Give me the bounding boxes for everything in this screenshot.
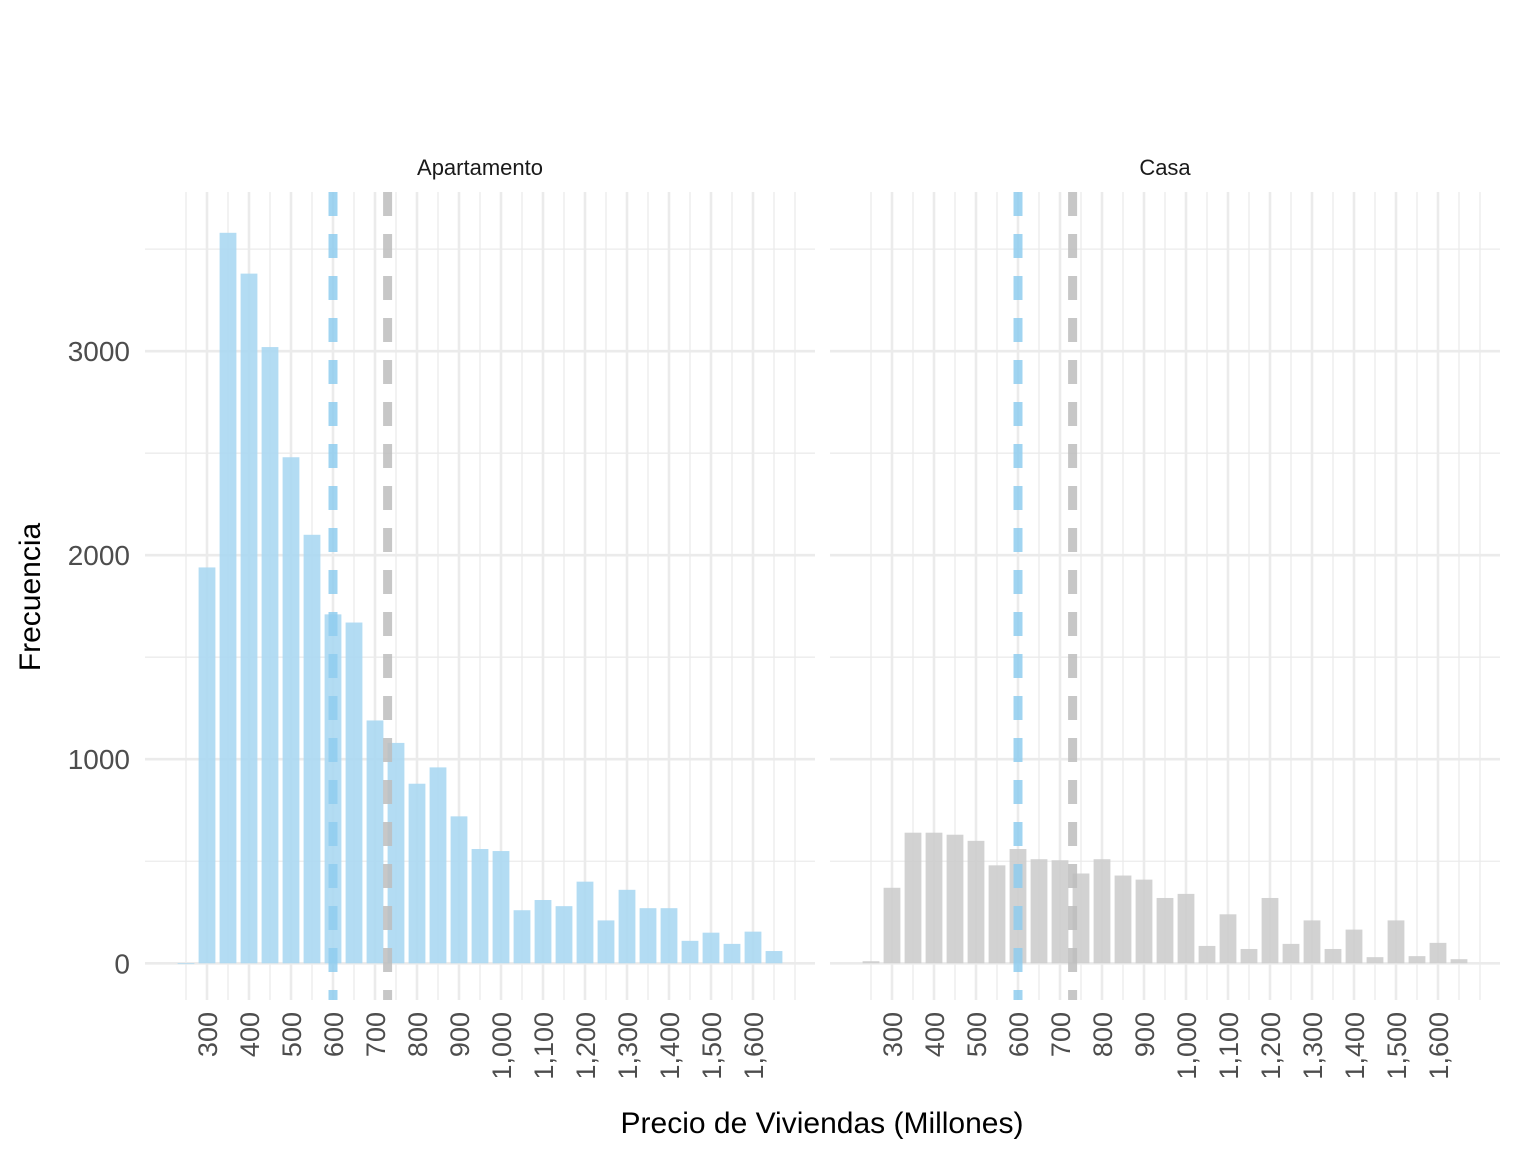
bar [303, 534, 321, 964]
facet-label: Apartamento [417, 155, 543, 180]
x-tick-label: 1,600 [1424, 1012, 1454, 1080]
bar [681, 940, 699, 964]
x-tick-label: 600 [319, 1012, 349, 1057]
bar [1324, 948, 1342, 964]
bar [639, 908, 657, 964]
x-tick-label: 800 [1088, 1012, 1118, 1057]
x-tick-label: 1,500 [1382, 1012, 1412, 1080]
x-tick-label: 600 [1004, 1012, 1034, 1057]
y-axis-title: Frecuencia [14, 522, 47, 671]
x-tick-label: 1,400 [655, 1012, 685, 1080]
bar [471, 849, 489, 964]
bar [240, 273, 258, 964]
bar [925, 832, 943, 964]
x-axis-title: Precio de Viviendas (Millones) [621, 1107, 1024, 1140]
facet-label: Casa [1139, 155, 1191, 180]
x-tick-label: 700 [361, 1012, 391, 1057]
bar [618, 889, 636, 964]
bar [967, 840, 985, 964]
bar [1198, 945, 1216, 964]
bar [513, 910, 531, 964]
bar [1156, 897, 1174, 964]
bar [1408, 956, 1426, 964]
x-tick-label: 1,100 [1214, 1012, 1244, 1080]
x-tick-label: 500 [962, 1012, 992, 1057]
x-tick-label: 1,100 [529, 1012, 559, 1080]
bar [1303, 920, 1321, 964]
bar [597, 920, 615, 964]
bar [219, 232, 237, 964]
bar [1387, 920, 1405, 964]
x-tick-label: 1,000 [1172, 1012, 1202, 1080]
bar [1114, 875, 1132, 964]
x-tick-label: 1,200 [1256, 1012, 1286, 1080]
facet-panels: Apartamento 300 400 500 600 700 800 900 1,000 1,1… [145, 155, 1500, 1080]
bar [765, 951, 783, 964]
bar [1072, 873, 1090, 964]
bar [450, 816, 468, 964]
x-tick-label: 700 [1046, 1012, 1076, 1057]
bar [282, 457, 300, 964]
bar [1429, 942, 1447, 964]
panel-apartamento: Apartamento 300 400 500 600 700 800 900 1,000 1,1… [145, 155, 815, 1080]
y-tick-label: 1000 [68, 744, 130, 775]
bar [555, 906, 573, 964]
x-tick-label: 500 [277, 1012, 307, 1057]
bar [261, 347, 279, 964]
bar [408, 783, 426, 964]
bar [1135, 879, 1153, 964]
bar [1261, 897, 1279, 964]
panel-casa: Casa 300 400 500 600 700 800 900 1,000 1,100 1,200… [830, 155, 1500, 1080]
x-tick-label: 900 [445, 1012, 475, 1057]
bar [534, 900, 552, 964]
x-tick-label: 800 [403, 1012, 433, 1057]
x-tick-label: 400 [920, 1012, 950, 1057]
bar [492, 851, 510, 964]
bar [883, 887, 901, 964]
bar [345, 622, 363, 964]
bar [429, 767, 447, 964]
x-tick-label: 300 [878, 1012, 908, 1057]
x-tick-label: 1,200 [571, 1012, 601, 1080]
bar [387, 742, 405, 964]
x-tick-label: 1,500 [697, 1012, 727, 1080]
bar [904, 832, 922, 964]
bar [744, 931, 762, 964]
bar [1240, 948, 1258, 964]
x-tick-label: 1,400 [1340, 1012, 1370, 1080]
y-tick-label: 2000 [68, 540, 130, 571]
y-axis: 0 1000 2000 3000 [68, 336, 130, 979]
bar [198, 567, 216, 964]
bar [1450, 959, 1468, 964]
bar [1030, 859, 1048, 964]
bar [1177, 893, 1195, 964]
bar [1219, 914, 1237, 964]
bar [946, 834, 964, 964]
x-tick-label: 1,000 [487, 1012, 517, 1080]
bar [177, 963, 195, 965]
bar [576, 881, 594, 964]
bar [702, 932, 720, 964]
bar [366, 720, 384, 964]
bar [723, 943, 741, 964]
bar [1345, 929, 1363, 964]
bar [1051, 860, 1069, 964]
bar [988, 865, 1006, 964]
bar [1282, 943, 1300, 964]
bar [1366, 957, 1384, 964]
x-tick-label: 1,300 [613, 1012, 643, 1080]
y-tick-label: 0 [114, 948, 130, 979]
bar [1093, 859, 1111, 964]
x-tick-label: 1,600 [739, 1012, 769, 1080]
x-tick-label: 900 [1130, 1012, 1160, 1057]
x-tick-label: 1,300 [1298, 1012, 1328, 1080]
bar [862, 961, 880, 964]
bar [660, 908, 678, 964]
x-tick-label: 400 [235, 1012, 265, 1057]
y-tick-label: 3000 [68, 336, 130, 367]
x-tick-label: 300 [193, 1012, 223, 1057]
